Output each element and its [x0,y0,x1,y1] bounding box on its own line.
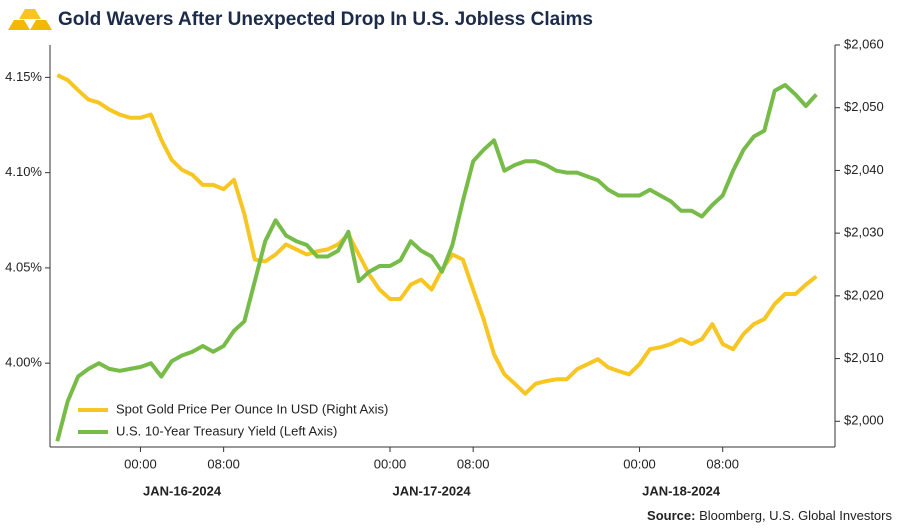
y2-tick-label: $2,000 [844,413,884,428]
x-group-label: JAN-16-2024 [143,483,222,498]
x-tick-label: 08:00 [207,456,240,471]
source: Source: Bloomberg, U.S. Global Investors [647,508,892,523]
x-tick-label: 08:00 [706,456,739,471]
y-tick-label: 4.10% [5,164,42,179]
y2-tick-label: $2,060 [844,36,884,51]
gold-icon [8,9,52,30]
x-tick-label: 00:00 [623,456,656,471]
x-tick-label: 00:00 [374,456,407,471]
legend-label: U.S. 10-Year Treasury Yield (Left Axis) [116,423,337,438]
y-tick-label: 4.15% [5,69,42,84]
chart-title: Gold Wavers After Unexpected Drop In U.S… [58,9,593,30]
series-line [56,73,818,396]
x-group-label: JAN-18-2024 [642,483,721,498]
y2-tick-label: $2,050 [844,99,884,114]
x-tick-label: 00:00 [124,456,157,471]
y-tick-label: 4.00% [5,355,42,370]
x-tick-label: 08:00 [457,456,490,471]
y2-tick-label: $2,020 [844,287,884,302]
x-group-label: JAN-17-2024 [393,483,472,498]
y2-tick-label: $2,030 [844,225,884,240]
series-line [55,83,818,442]
source-text: Bloomberg, U.S. Global Investors [699,508,892,523]
y2-tick-label: $2,040 [844,162,884,177]
y2-tick-label: $2,010 [844,350,884,365]
source-label: Source: [647,508,695,523]
legend-label: Spot Gold Price Per Ounce In USD (Right … [116,401,388,416]
y-tick-label: 4.05% [5,259,42,274]
